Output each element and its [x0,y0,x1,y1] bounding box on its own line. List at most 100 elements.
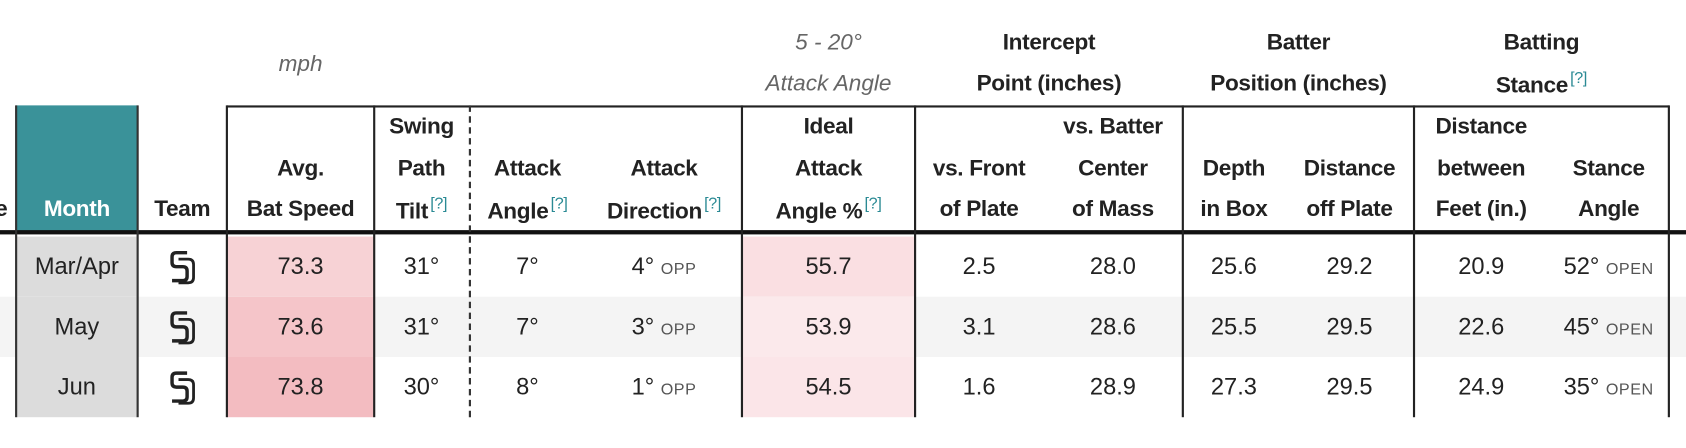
group-header: mph [279,52,323,78]
cell-value: 4° [631,252,655,280]
cell-value: 7° [516,252,539,280]
column-header: Avg. [277,156,324,182]
help-link[interactable]: [?] [1570,68,1588,88]
group-header-text: Point (inches) [976,70,1122,96]
column-header-text: Attack [794,155,863,181]
cut-column-header: e [0,197,8,223]
help-link[interactable]: [?] [550,194,568,213]
column-header: Stance [1573,156,1645,182]
heat-cell-bg [741,356,916,418]
month-border [15,105,18,418]
column-border [373,105,376,418]
cell-value: 31° [403,312,440,340]
group-header: Point (inches) [977,71,1122,97]
group-header-text: 5 - 20° [795,30,862,55]
data-cell: 30° [404,373,440,401]
data-cell: 1.6 [963,373,996,401]
column-header-text: Center [1078,155,1148,181]
data-cell: 1° OPP [632,373,697,401]
data-cell: 2.5 [963,253,996,281]
column-header-text: Feet (in.) [1435,196,1527,222]
column-header-text: Swing [389,113,454,139]
cell-value: 25.6 [1210,252,1257,280]
cell-value: 54.5 [805,373,852,401]
column-header-text: Team [154,196,211,222]
data-cell: 31° [404,253,440,281]
column-header-text: Bat Speed [246,196,355,222]
heat-cell-bg [741,296,916,357]
column-header-text: Tilt [395,198,429,224]
dashed-border [468,105,471,418]
column-header: Center [1078,156,1148,182]
cell-value: 25.5 [1210,312,1257,340]
cell-value: 29.5 [1326,373,1373,401]
data-cell: 29.2 [1326,253,1372,281]
cell-value: 20.9 [1458,252,1505,280]
column-header-text: Month [43,196,110,222]
help-link[interactable]: [?] [704,194,722,213]
group-header: Position (inches) [1210,71,1387,97]
column-header: of Mass [1072,197,1154,223]
group-header-text: Stance [1495,73,1568,98]
column-header: Depth [1202,155,1266,182]
data-cell: 22.6 [1458,313,1504,341]
column-header-text: vs. Front [932,155,1026,181]
month-cell-bg [16,296,138,357]
cell-tag: OPP [660,380,697,399]
cell-value: 29.5 [1326,312,1373,340]
column-header-text: Avg. [277,155,324,181]
group-header: Batting [1504,30,1580,56]
column-header: Attack [630,156,697,182]
column-header: Angle [1578,197,1639,223]
column-header-text: in Box [1200,196,1268,222]
group-header: 5 - 20° [795,30,862,56]
cell-value: 29.2 [1326,252,1373,280]
help-link[interactable]: [?] [864,194,882,213]
heat-cell-bg [226,356,375,418]
heat-cell-bg [226,236,375,297]
column-border [914,105,917,418]
data-cell: 54.5 [805,373,851,401]
month-cell-bg [16,236,138,297]
column-header-text: Angle % [775,198,863,224]
column-border [1667,105,1670,418]
group-header-text: Intercept [1002,30,1096,55]
data-cell: 73.8 [278,373,324,401]
cell-value: 52° [1563,252,1600,280]
data-cell: 25.6 [1211,253,1257,281]
column-header-text: of Plate [939,196,1019,222]
cell-value: 45° [1563,312,1600,340]
column-header: between [1437,156,1525,182]
group-header: Attack Angle [766,71,892,97]
month-cell: Jun [57,373,96,401]
column-header: off Plate [1306,197,1393,223]
cell-value: 24.9 [1458,373,1505,401]
column-header-text: of Mass [1072,196,1154,222]
cell-value: 8° [516,373,539,401]
data-cell: 7° [516,313,539,341]
column-header-text: Path [397,155,446,181]
header-bottom-border [0,230,1686,235]
cell-tag: OPP [660,260,697,279]
column-header-text: Depth [1202,155,1266,181]
help-link[interactable]: [?] [430,194,448,213]
cell-value: 7° [516,312,539,340]
column-header-text: Attack [493,155,561,181]
data-cell: 53.9 [805,313,851,341]
column-header: Attack [494,156,561,182]
group-header-text: Attack Angle [765,70,892,96]
column-header: Month [44,197,110,223]
column-header-text: Stance [1572,155,1645,181]
column-header-text: vs. Batter [1063,113,1163,139]
team-logo [169,250,195,285]
cell-value: 73.6 [277,312,324,340]
data-cell: 35° OPEN [1564,373,1654,401]
data-cell: 28.9 [1090,373,1136,401]
cell-value: 28.9 [1089,373,1136,401]
data-cell: 24.9 [1458,373,1504,401]
data-cell: 28.0 [1090,253,1136,281]
data-cell: 20.9 [1458,253,1504,281]
column-border [1181,105,1184,418]
cell-value: 28.0 [1089,252,1136,280]
column-header-text: between [1437,155,1526,181]
